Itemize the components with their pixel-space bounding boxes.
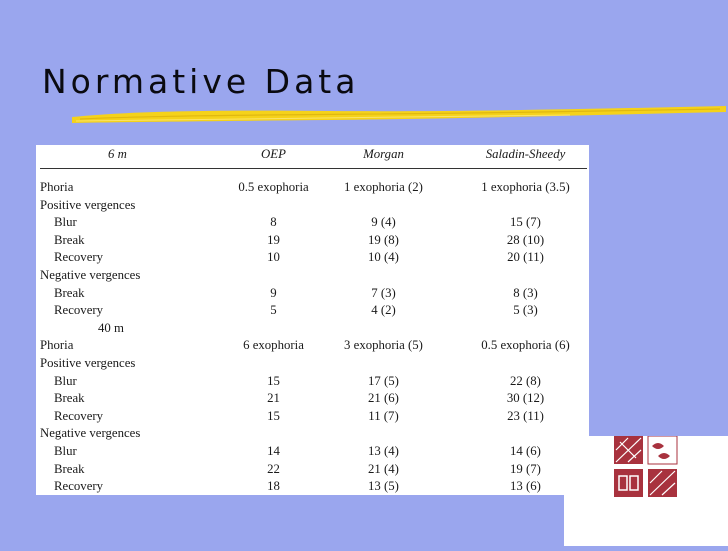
morgan-value: 19 (8) <box>368 232 399 247</box>
logo-panel <box>564 435 728 546</box>
row-label: Break <box>54 461 85 476</box>
saladin-sheedy-value: 0.5 exophoria (6) <box>481 338 570 353</box>
morgan-value: 9 (4) <box>371 215 396 230</box>
row-label: Recovery <box>54 250 104 265</box>
row-label: Positive vergences <box>40 356 136 370</box>
table-row: Negative vergences <box>36 267 589 284</box>
header-morgan: Morgan <box>363 147 404 161</box>
row-label: Break <box>54 391 85 406</box>
row-label: Break <box>54 232 85 247</box>
morgan-value: 21 (4) <box>368 461 399 476</box>
table-row: Blur 14 13 (4) 14 (6) <box>36 443 589 460</box>
table-row: Positive vergences <box>36 197 589 214</box>
row-label: Phoria <box>40 180 74 194</box>
row-label: Recovery <box>54 408 104 423</box>
header-distance: 6 m <box>108 147 127 161</box>
oep-value: 9 <box>270 285 277 300</box>
saladin-sheedy-value: 14 (6) <box>510 444 541 458</box>
oep-value: 8 <box>270 215 277 230</box>
row-label: Phoria <box>40 338 74 353</box>
morgan-value: 1 exophoria (2) <box>344 180 423 194</box>
oep-value: 15 <box>267 373 280 388</box>
oep-value: 19 <box>267 232 280 247</box>
saladin-sheedy-value: 1 exophoria (3.5) <box>481 180 570 194</box>
table-row: Recovery 10 10 (4) 20 (11) <box>36 249 589 266</box>
table-row: Phoria 6 exophoria 3 exophoria (5) 0.5 exop… <box>36 337 589 354</box>
normative-data-table: 6 m OEP Morgan Saladin-Sheedy Phoria 0.5 … <box>36 145 589 495</box>
row-label: Negative vergences <box>40 426 141 441</box>
table-row: Recovery 15 11 (7) 23 (11) <box>36 408 589 425</box>
morgan-value: 3 exophoria (5) <box>344 338 423 353</box>
morgan-value: 13 (5) <box>368 479 399 494</box>
saladin-sheedy-value: 5 (3) <box>513 303 538 318</box>
saladin-sheedy-value: 30 (12) <box>506 391 545 406</box>
saladin-sheedy-value: 15 (7) <box>510 215 541 230</box>
table-row: 40 m <box>36 320 589 337</box>
row-label: Blur <box>54 373 77 388</box>
saladin-sheedy-value: 19 (7) <box>510 461 541 476</box>
table-row: Phoria 0.5 exophoria 1 exophoria (2) 1 exop… <box>36 179 589 196</box>
morgan-value: 17 (5) <box>368 373 399 388</box>
header-oep: OEP <box>261 147 286 161</box>
title-underline-brush <box>72 106 726 123</box>
row-label: Negative vergences <box>40 268 141 282</box>
row-label: Recovery <box>54 303 104 318</box>
saladin-sheedy-value: 8 (3) <box>513 285 538 300</box>
oep-value: 15 <box>267 408 280 423</box>
row-label: Blur <box>54 215 77 230</box>
institution-logo <box>614 435 678 497</box>
table-row: Break 19 19 (8) 28 (10) <box>36 232 589 249</box>
table-row: Break 21 21 (6) 30 (12) <box>36 390 589 407</box>
oep-value: 0.5 exophoria <box>238 180 309 194</box>
table-row: Recovery 5 4 (2) 5 (3) <box>36 302 589 319</box>
slide-title: Normative Data <box>42 62 360 101</box>
oep-value: 5 <box>270 303 277 318</box>
morgan-value: 10 (4) <box>368 250 399 265</box>
oep-value: 22 <box>267 461 280 476</box>
table-row: Recovery 18 13 (5) 13 (6) <box>36 478 589 495</box>
table-row: Blur 8 9 (4) 15 (7) <box>36 214 589 231</box>
row-label: Break <box>54 285 85 300</box>
saladin-sheedy-value: 20 (11) <box>507 250 544 265</box>
oep-value: 14 <box>267 444 280 458</box>
header-saladin-sheedy: Saladin-Sheedy <box>485 147 566 161</box>
morgan-value: 7 (3) <box>371 285 396 300</box>
morgan-value: 13 (4) <box>368 444 399 458</box>
row-label: Positive vergences <box>40 197 136 212</box>
table-row: Positive vergences <box>36 355 589 372</box>
row-label: Recovery <box>54 479 104 494</box>
oep-value: 21 <box>267 391 280 406</box>
oep-value: 18 <box>267 479 280 494</box>
table-row: Blur 15 17 (5) 22 (8) <box>36 373 589 390</box>
morgan-value: 21 (6) <box>368 391 399 406</box>
saladin-sheedy-value: 23 (11) <box>507 408 544 423</box>
table-row: Negative vergences <box>36 425 589 442</box>
morgan-value: 4 (2) <box>371 303 396 318</box>
table-header-row: 6 m OEP Morgan Saladin-Sheedy <box>36 146 589 163</box>
table-row: Break 9 7 (3) 8 (3) <box>36 285 589 302</box>
saladin-sheedy-value: 22 (8) <box>510 373 541 388</box>
table-row: Break 22 21 (4) 19 (7) <box>36 461 589 478</box>
saladin-sheedy-value: 13 (6) <box>510 479 541 494</box>
morgan-value: 11 (7) <box>368 408 399 423</box>
row-label: 40 m <box>98 320 124 335</box>
saladin-sheedy-value: 28 (10) <box>506 232 545 247</box>
oep-value: 6 exophoria <box>243 338 304 353</box>
header-rule <box>40 168 587 169</box>
row-label: Blur <box>54 444 77 458</box>
oep-value: 10 <box>267 250 280 265</box>
